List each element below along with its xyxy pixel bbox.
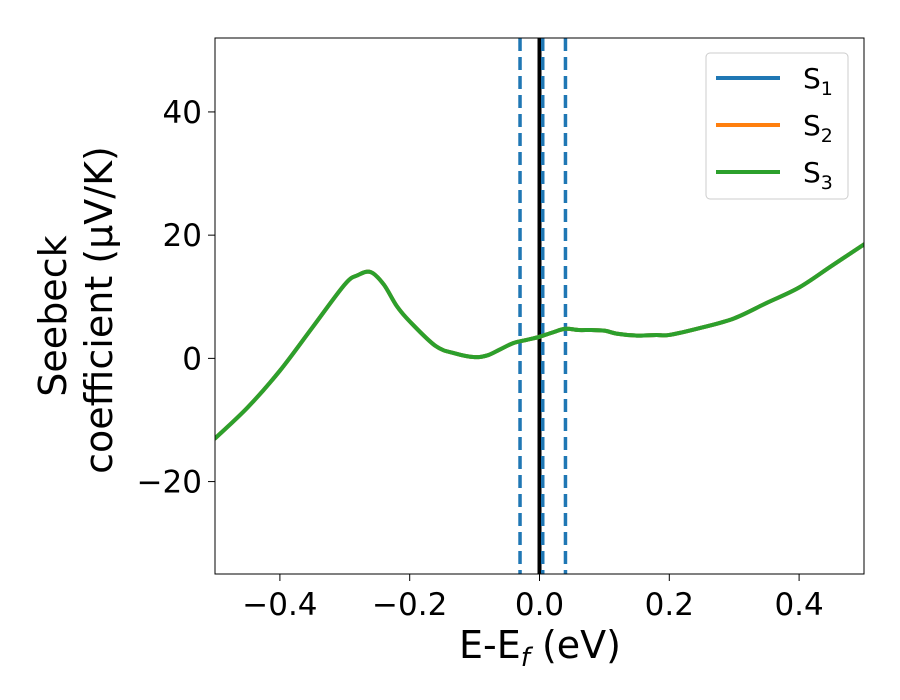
y-tick-label: −20 (137, 465, 202, 501)
x-tick-label: 0.2 (645, 587, 694, 623)
y-tick-label: 0 (182, 341, 202, 377)
legend-label-s2: S2 (803, 109, 833, 147)
plot-area (215, 38, 864, 574)
series-line-s3 (215, 242, 864, 441)
y-tick-label: 20 (163, 218, 202, 254)
legend: S1 S2 S3 (705, 52, 849, 200)
legend-label-s1: S1 (803, 62, 833, 100)
x-tick-label: 0.0 (515, 587, 564, 623)
x-axis-label: E-Ef (eV) (459, 623, 621, 673)
legend-label-s3: S3 (803, 156, 833, 194)
x-tick-label: 0.4 (774, 587, 823, 623)
x-tick-label: −0.2 (372, 587, 447, 623)
y-axis-label: Seebeck coefficient (μV/K) (31, 146, 121, 474)
series-lines (215, 242, 864, 441)
x-tick-label: −0.4 (242, 587, 317, 623)
y-tick-label: 40 (163, 95, 202, 131)
x-axis-ticks: −0.4 −0.2 0.0 0.2 0.4 (242, 574, 824, 623)
y-axis-label-line1: Seebeck (31, 235, 75, 396)
y-axis-label-line2: coefficient (μV/K) (77, 146, 121, 474)
reference-lines (518, 38, 568, 574)
y-axis-ticks: −20 0 20 40 (137, 95, 215, 501)
